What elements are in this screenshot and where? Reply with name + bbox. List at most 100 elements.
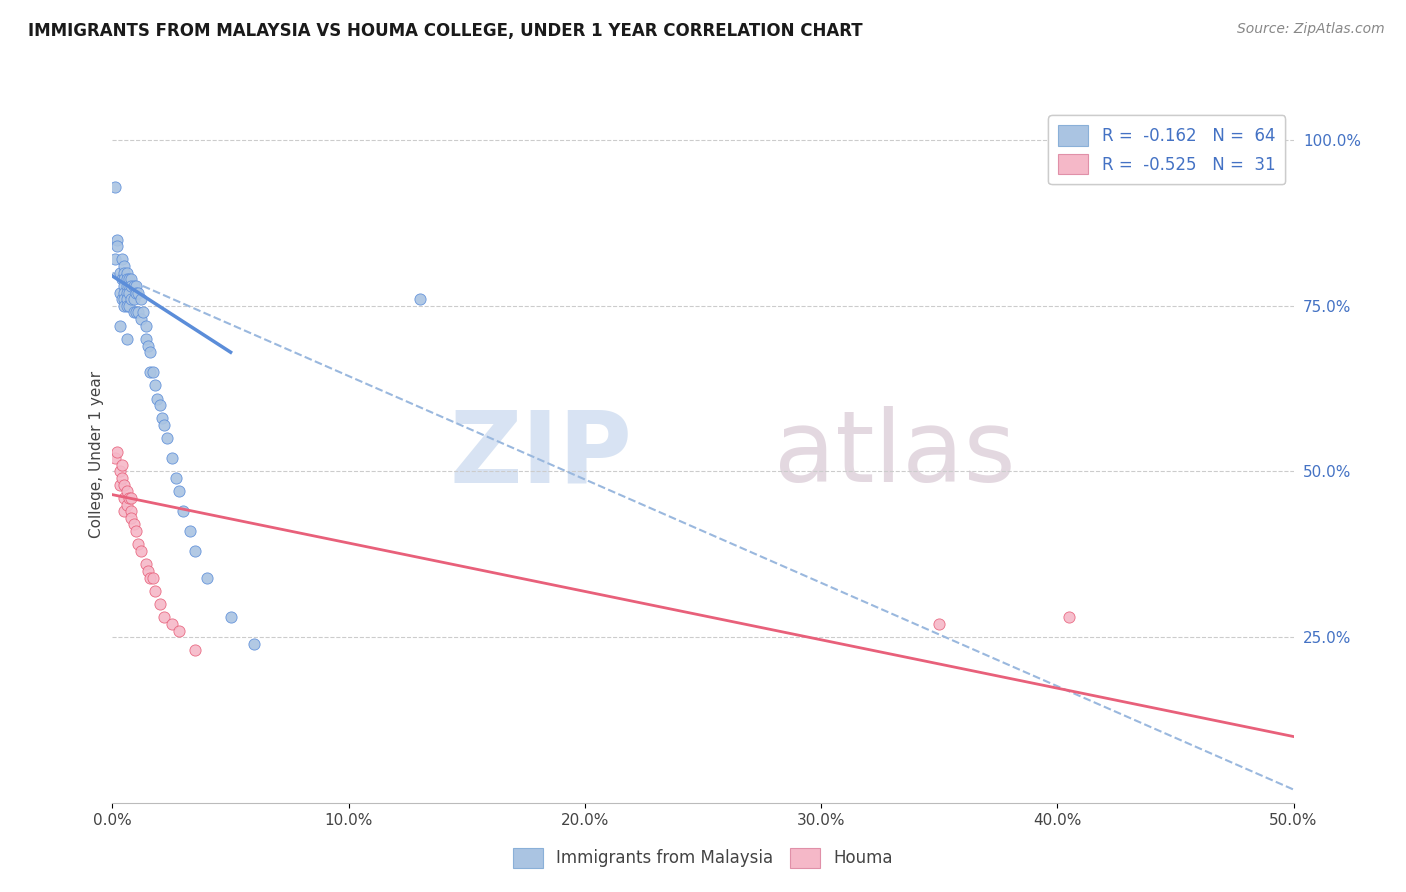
Point — [408, 292, 430, 306]
Legend: Immigrants from Malaysia, Houma: Immigrants from Malaysia, Houma — [506, 841, 900, 875]
Point — [112, 285, 135, 300]
Point — [104, 451, 127, 466]
Point — [122, 517, 145, 532]
Point — [120, 279, 142, 293]
Point — [105, 233, 128, 247]
Point — [120, 272, 142, 286]
Point — [129, 292, 152, 306]
Point — [184, 643, 207, 657]
Point — [136, 564, 159, 578]
Point — [111, 252, 134, 267]
Point — [135, 558, 157, 572]
Point — [112, 299, 135, 313]
Point — [928, 616, 950, 631]
Point — [167, 624, 190, 638]
Point — [120, 491, 142, 505]
Point — [219, 610, 242, 624]
Point — [179, 524, 201, 538]
Point — [132, 305, 155, 319]
Point — [127, 305, 149, 319]
Point — [129, 312, 152, 326]
Point — [115, 299, 138, 313]
Point — [111, 471, 134, 485]
Point — [139, 345, 162, 359]
Point — [139, 570, 162, 584]
Text: Source: ZipAtlas.com: Source: ZipAtlas.com — [1237, 22, 1385, 37]
Point — [108, 318, 131, 333]
Y-axis label: College, Under 1 year: College, Under 1 year — [89, 371, 104, 539]
Point — [115, 266, 138, 280]
Point — [105, 239, 128, 253]
Point — [104, 179, 127, 194]
Legend: R =  -0.162   N =  64, R =  -0.525   N =  31: R = -0.162 N = 64, R = -0.525 N = 31 — [1049, 115, 1285, 185]
Point — [122, 305, 145, 319]
Point — [167, 484, 190, 499]
Point — [115, 292, 138, 306]
Point — [136, 338, 159, 352]
Point — [150, 411, 173, 425]
Point — [172, 504, 194, 518]
Point — [108, 477, 131, 491]
Point — [108, 285, 131, 300]
Point — [118, 299, 141, 313]
Point — [112, 292, 135, 306]
Point — [111, 458, 134, 472]
Point — [115, 498, 138, 512]
Point — [139, 365, 162, 379]
Point — [156, 431, 179, 445]
Point — [184, 544, 207, 558]
Point — [112, 272, 135, 286]
Point — [115, 272, 138, 286]
Point — [112, 477, 135, 491]
Text: IMMIGRANTS FROM MALAYSIA VS HOUMA COLLEGE, UNDER 1 YEAR CORRELATION CHART: IMMIGRANTS FROM MALAYSIA VS HOUMA COLLEG… — [28, 22, 863, 40]
Point — [165, 471, 187, 485]
Point — [108, 266, 131, 280]
Point — [104, 252, 127, 267]
Point — [118, 279, 141, 293]
Point — [142, 365, 165, 379]
Point — [112, 266, 135, 280]
Point — [1057, 610, 1080, 624]
Point — [112, 279, 135, 293]
Point — [135, 332, 157, 346]
Point — [127, 285, 149, 300]
Point — [127, 537, 149, 551]
Point — [118, 285, 141, 300]
Point — [122, 292, 145, 306]
Text: atlas: atlas — [773, 407, 1015, 503]
Point — [115, 279, 138, 293]
Point — [135, 318, 157, 333]
Point — [125, 279, 148, 293]
Point — [142, 570, 165, 584]
Point — [243, 637, 266, 651]
Point — [115, 285, 138, 300]
Point — [125, 305, 148, 319]
Point — [149, 597, 172, 611]
Point — [105, 444, 128, 458]
Point — [195, 570, 218, 584]
Point — [125, 524, 148, 538]
Point — [129, 544, 152, 558]
Point — [115, 332, 138, 346]
Point — [112, 504, 135, 518]
Point — [125, 285, 148, 300]
Point — [118, 491, 141, 505]
Point — [146, 392, 169, 406]
Point — [143, 378, 166, 392]
Point — [122, 279, 145, 293]
Text: ZIP: ZIP — [450, 407, 633, 503]
Point — [115, 484, 138, 499]
Point — [118, 272, 141, 286]
Point — [149, 398, 172, 412]
Point — [111, 292, 134, 306]
Point — [108, 465, 131, 479]
Point — [143, 583, 166, 598]
Point — [120, 504, 142, 518]
Point — [120, 511, 142, 525]
Point — [153, 610, 176, 624]
Point — [153, 418, 176, 433]
Point — [112, 259, 135, 273]
Point — [120, 292, 142, 306]
Point — [111, 272, 134, 286]
Point — [112, 491, 135, 505]
